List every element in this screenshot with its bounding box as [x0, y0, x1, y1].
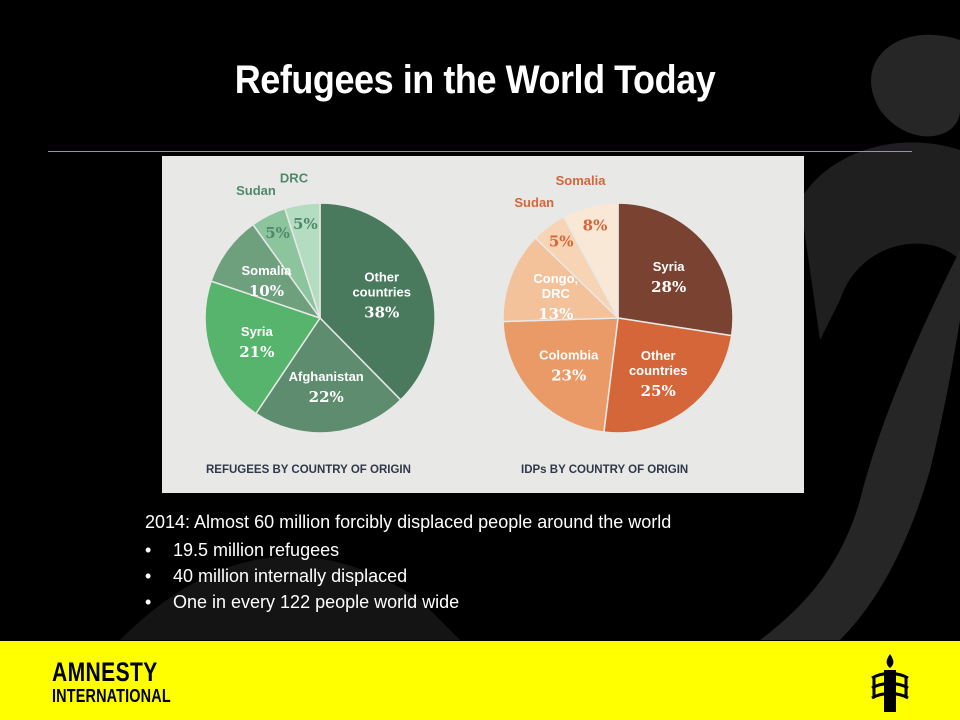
amnesty-logo: AMNESTY INTERNATIONAL: [52, 659, 171, 707]
pie-slice-percent: 22%: [309, 388, 344, 406]
pie-slice-name: Sudan: [514, 195, 554, 210]
pie-slice-name: DRC: [542, 286, 571, 301]
pie-slice-name: Syria: [653, 259, 686, 274]
pie-slice-name: Somalia: [241, 263, 292, 278]
pie-slice-other-countries: [603, 317, 733, 434]
bullet-item: 40 million internally displaced: [145, 563, 671, 589]
pie-slice-percent: 13%: [538, 305, 573, 323]
pie-slice-name: countries: [629, 363, 688, 378]
pie-slice-name: Sudan: [236, 183, 276, 198]
pie-slice-drc: [283, 202, 321, 319]
idps-caption: IDPs BY COUNTRY OF ORIGIN: [521, 464, 688, 476]
title-divider: [48, 151, 912, 152]
pie-slice-congo-drc: [502, 236, 620, 323]
pie-slice-percent: 28%: [651, 278, 686, 296]
pie-slice-name: Other: [364, 270, 399, 285]
candle-barbed-wire-icon: [871, 654, 909, 712]
pie-slice-percent: 10%: [249, 282, 284, 300]
logo-line2: INTERNATIONAL: [52, 685, 171, 706]
pie-slice-syria: [204, 280, 322, 415]
bullet-list: 19.5 million refugees 40 million interna…: [145, 537, 671, 615]
pie-slice-colombia: [502, 317, 619, 433]
slide-title: Refugees in the World Today: [234, 58, 716, 102]
pie-slice-name: Congo,: [533, 271, 578, 286]
pie-slice-percent: 5%: [265, 224, 290, 242]
pie-slice-name: Other: [641, 348, 676, 363]
pie-slice-name: Somalia: [556, 173, 607, 188]
body-text: 2014: Almost 60 million forcibly displac…: [145, 511, 671, 615]
footer-bar: AMNESTY INTERNATIONAL: [0, 641, 960, 720]
pie-slice-somalia: [210, 223, 322, 320]
pie-slice-name: DRC: [280, 171, 309, 186]
pie-slice-percent: 25%: [641, 382, 676, 400]
pie-slice-name: countries: [352, 285, 411, 300]
pie-slice-afghanistan: [254, 316, 402, 434]
chart-panel: Other countries 38% Afghanistan 22% Syria 21% S…: [162, 156, 804, 493]
pie-slice-syria: [617, 202, 734, 337]
pie-slice-name: Afghanistan: [289, 369, 364, 384]
pie-slice-percent: 5%: [293, 215, 318, 233]
pie-slice-percent: 21%: [239, 343, 274, 361]
bullet-item: One in every 122 people world wide: [145, 589, 671, 615]
pie-slice-name: Syria: [241, 324, 274, 339]
pie-slice-percent: 5%: [549, 233, 574, 251]
pie-slice-percent: 8%: [583, 217, 608, 235]
logo-line1: AMNESTY: [52, 657, 158, 687]
pie-slice-somalia: [562, 202, 619, 319]
pie-labels: Othercountries38%Afghanistan22%Syria21%S…: [236, 171, 687, 406]
refugees-pie-chart: [204, 202, 436, 434]
headline: 2014: Almost 60 million forcibly displac…: [145, 512, 672, 532]
pie-slice-name: Colombia: [539, 347, 599, 362]
idps-pie-chart: [502, 202, 734, 434]
pie-slice-other-countries: [319, 202, 436, 402]
bullet-item: 19.5 million refugees: [145, 537, 671, 563]
pie-charts: Othercountries38%Afghanistan22%Syria21%S…: [204, 171, 734, 476]
pie-slice-percent: 23%: [551, 366, 586, 384]
refugees-caption: REFUGEES BY COUNTRY OF ORIGIN: [206, 464, 411, 476]
pie-slice-percent: 38%: [364, 304, 399, 322]
